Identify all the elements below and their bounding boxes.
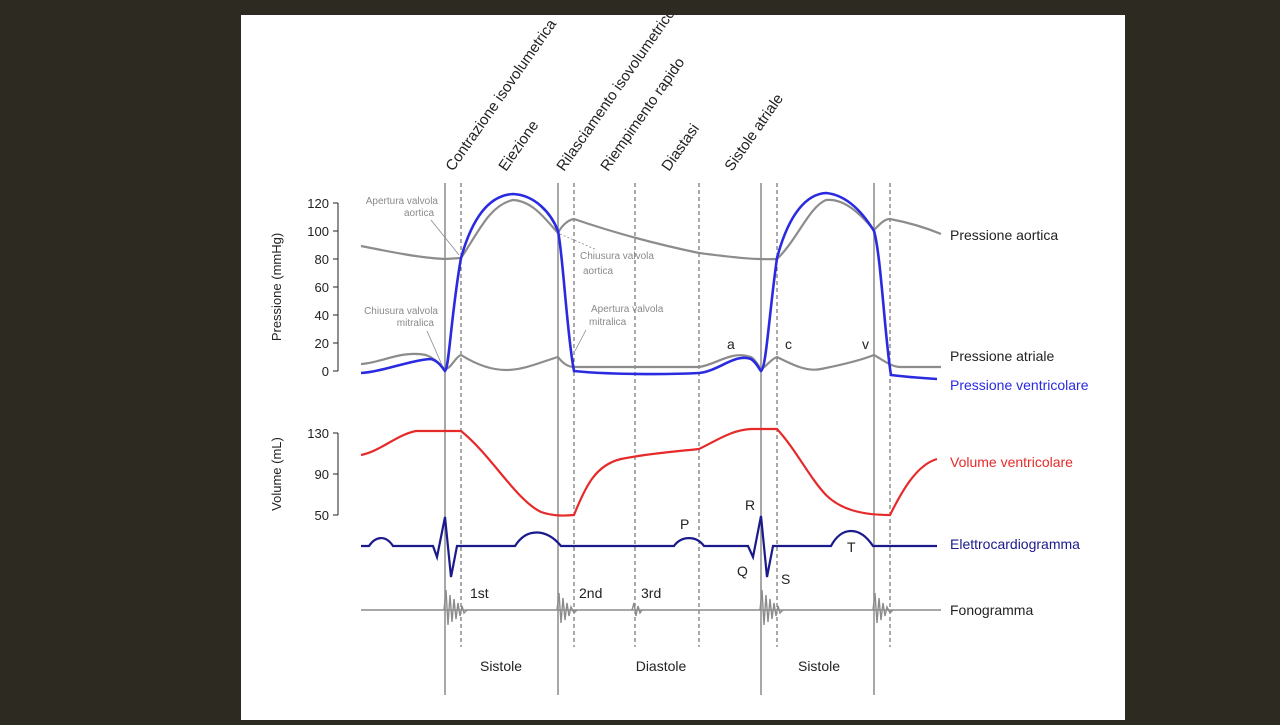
ventricular-volume-curve bbox=[360, 427, 938, 517]
wave-v-label: v bbox=[862, 336, 869, 352]
first-heart-sound-trace bbox=[443, 589, 468, 626]
systole-label: Sistole bbox=[798, 658, 840, 674]
heart-sound-labels: 1st 2nd 3rd bbox=[470, 585, 661, 601]
volume-tick-label: 90 bbox=[315, 467, 329, 482]
ecg-curve bbox=[361, 515, 937, 578]
heart-sound-label: 1st bbox=[470, 585, 489, 601]
aortic-pressure-curve bbox=[360, 198, 942, 261]
phase-dividers bbox=[444, 183, 875, 695]
wave-letters: a c v P Q R S T bbox=[680, 336, 869, 587]
phase-title: Eiezione bbox=[495, 117, 542, 174]
pressure-tick-label: 20 bbox=[315, 336, 329, 351]
phase-titles: Contrazione isovolumetrica Eiezione Rila… bbox=[442, 5, 787, 175]
annotation-aortic-opening: aortica bbox=[404, 208, 434, 219]
third-heart-sound-trace bbox=[631, 602, 643, 617]
ecg-t-label: T bbox=[847, 539, 856, 555]
pressure-tick-label: 0 bbox=[322, 364, 329, 379]
pressure-tick-label: 120 bbox=[307, 196, 329, 211]
ventricular-pressure-label: Pressione ventricolare bbox=[950, 377, 1089, 393]
second-heart-sound-trace bbox=[556, 592, 578, 624]
phono-label: Fonogramma bbox=[950, 602, 1033, 618]
ecg-r-label: R bbox=[745, 497, 755, 513]
pressure-axis-title: Pressione (mmHg) bbox=[269, 233, 284, 341]
valve-annotations: Apertura valvola aortica Chiusura valvol… bbox=[364, 196, 664, 366]
annotation-pointer bbox=[559, 233, 598, 251]
annotation-mitral-closing: mitralica bbox=[397, 318, 435, 329]
wave-c-label: c bbox=[785, 336, 792, 352]
ecg-label: Elettrocardiogramma bbox=[950, 536, 1080, 552]
ventricular-pressure-curve bbox=[360, 191, 938, 381]
volume-tick-label: 50 bbox=[315, 508, 329, 523]
annotation-pointer bbox=[430, 219, 460, 256]
annotation-aortic-opening: Apertura valvola bbox=[366, 196, 439, 207]
heart-sound-label: 2nd bbox=[579, 585, 602, 601]
volume-axis: 130 90 50 Volume (mL) bbox=[269, 426, 339, 523]
phase-title: Diastasi bbox=[658, 121, 703, 174]
systole-label: Sistole bbox=[480, 658, 522, 674]
heart-sound-label: 3rd bbox=[641, 585, 661, 601]
pressure-tick-label: 40 bbox=[315, 308, 329, 323]
annotation-aortic-closing: Chiusura valvola bbox=[580, 251, 654, 262]
curve-legend: Pressione aortica Pressione atriale Pres… bbox=[950, 227, 1089, 618]
pressure-tick-label: 100 bbox=[307, 224, 329, 239]
ecg-q-label: Q bbox=[737, 563, 748, 579]
annotation-mitral-opening: mitralica bbox=[589, 317, 627, 328]
annotation-mitral-opening: Apertura valvola bbox=[591, 304, 664, 315]
phase-title: Contrazione isovolumetrica bbox=[442, 16, 560, 174]
annotation-mitral-closing: Chiusura valvola bbox=[364, 306, 438, 317]
wiggers-diagram: Contrazione isovolumetrica Eiezione Rila… bbox=[241, 5, 1125, 720]
annotation-aortic-closing: aortica bbox=[583, 266, 613, 277]
cycle-phase-labels: Sistole Diastole Sistole bbox=[480, 658, 840, 674]
annotation-pointer bbox=[426, 330, 443, 366]
aortic-pressure-label: Pressione aortica bbox=[950, 227, 1058, 243]
ecg-s-label: S bbox=[781, 571, 790, 587]
phonocardiogram bbox=[361, 589, 941, 626]
volume-axis-title: Volume (mL) bbox=[269, 437, 284, 511]
pressure-tick-label: 80 bbox=[315, 252, 329, 267]
second-heart-sound-trace bbox=[872, 592, 894, 624]
annotation-pointer bbox=[574, 329, 587, 352]
ecg-p-label: P bbox=[680, 516, 689, 532]
diagram-canvas: Contrazione isovolumetrica Eiezione Rila… bbox=[269, 5, 1089, 695]
phase-title: Sistole atriale bbox=[721, 91, 787, 175]
pressure-axis: 120 100 80 60 40 20 0 Pressione (mmHg) bbox=[269, 196, 339, 379]
pressure-tick-label: 60 bbox=[315, 280, 329, 295]
first-heart-sound-trace bbox=[759, 589, 784, 626]
atrial-pressure-label: Pressione atriale bbox=[950, 348, 1054, 364]
volume-tick-label: 130 bbox=[307, 426, 329, 441]
ventricular-volume-label: Volume ventricolare bbox=[950, 454, 1073, 470]
wave-a-label: a bbox=[727, 336, 735, 352]
diastole-label: Diastole bbox=[636, 658, 687, 674]
phase-dashed-dividers bbox=[460, 183, 891, 647]
